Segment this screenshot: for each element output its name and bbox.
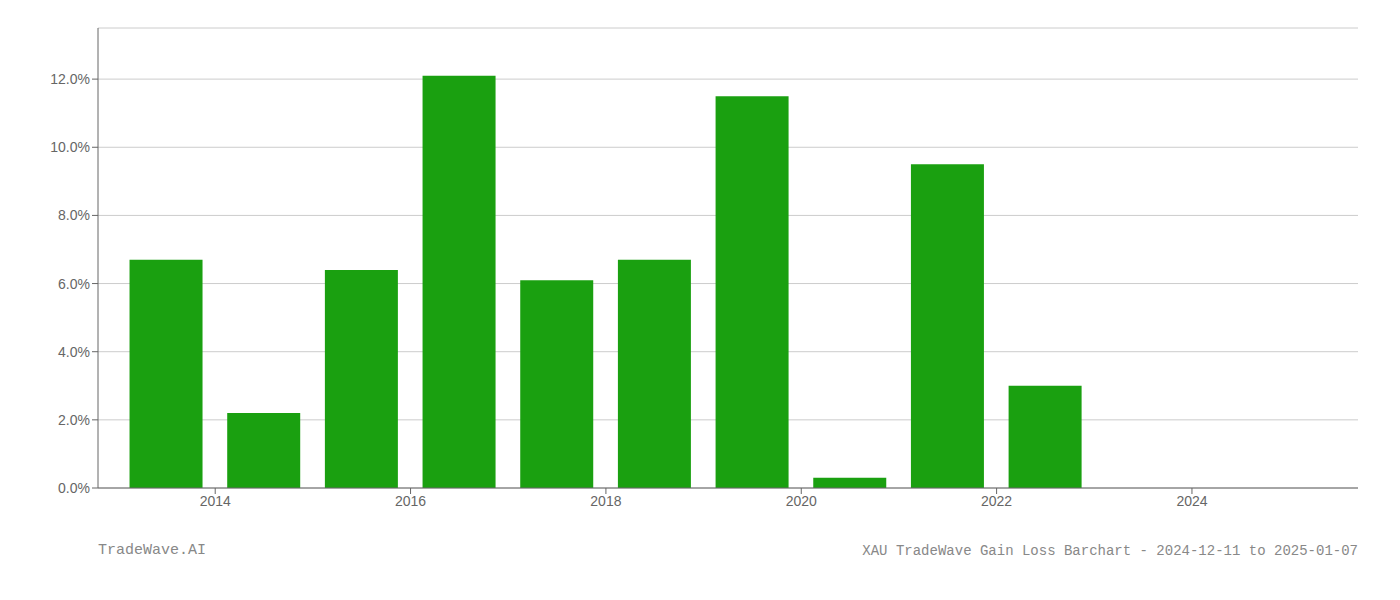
svg-text:10.0%: 10.0% [50, 139, 90, 155]
svg-text:12.0%: 12.0% [50, 71, 90, 87]
svg-text:2014: 2014 [200, 493, 231, 509]
svg-text:0.0%: 0.0% [58, 480, 90, 496]
html-text:TradeWave.AI: TradeWave.AI [98, 542, 206, 559]
svg-text:2024: 2024 [1176, 493, 1207, 509]
svg-text:2018: 2018 [590, 493, 621, 509]
svg-text:2022: 2022 [981, 493, 1012, 509]
svg-text:6.0%: 6.0% [58, 276, 90, 292]
svg-text:2020: 2020 [786, 493, 817, 509]
svg-text:4.0%: 4.0% [58, 344, 90, 360]
html-text:XAU TradeWave Gain Loss Barcha: XAU TradeWave Gain Loss Barchart - 2024-… [862, 543, 1358, 559]
svg-text:2016: 2016 [395, 493, 426, 509]
svg-text:2.0%: 2.0% [58, 412, 90, 428]
svg-text:8.0%: 8.0% [58, 207, 90, 223]
